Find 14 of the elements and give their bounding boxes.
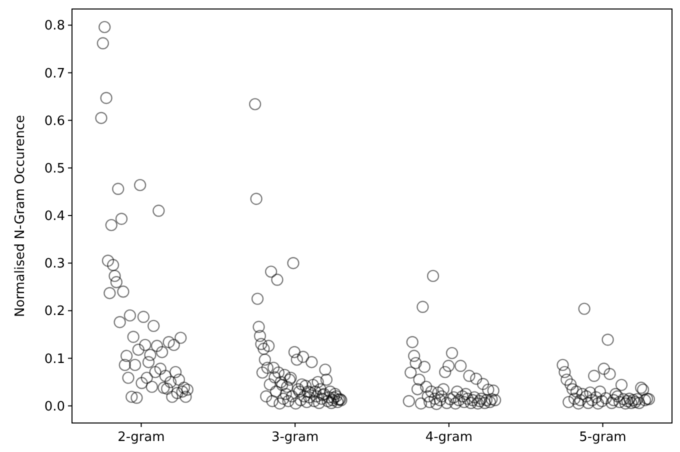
- y-tick-label: 0.7: [44, 66, 65, 82]
- y-tick-label: 0.6: [44, 114, 65, 129]
- y-tick-label: 0.0: [44, 399, 65, 414]
- y-tick-label: 0.4: [44, 209, 65, 224]
- x-tick-label: 5-gram: [579, 430, 626, 445]
- x-tick-label: 4-gram: [425, 430, 473, 445]
- y-tick-label: 0.2: [44, 304, 65, 320]
- y-axis-title: Normalised N-Gram Occurence: [13, 114, 28, 318]
- x-tick-label: 2-gram: [118, 430, 165, 445]
- y-tick-label: 0.8: [44, 18, 65, 34]
- y-tick-label: 0.5: [44, 161, 65, 176]
- x-tick-label: 3-gram: [271, 430, 319, 445]
- y-tick-label: 0.1: [44, 352, 65, 367]
- y-tick-label: 0.3: [44, 256, 65, 272]
